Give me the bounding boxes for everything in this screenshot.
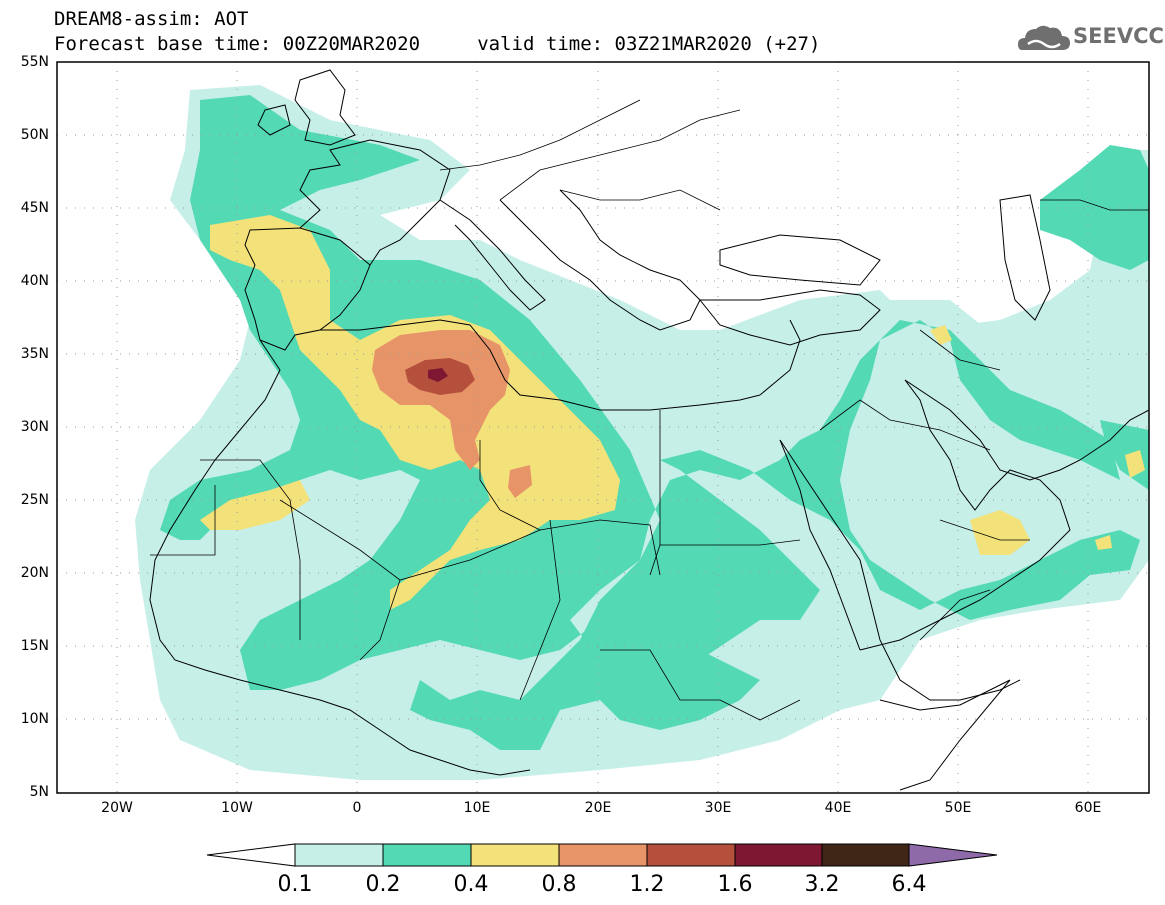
colorbar-swatch-5 bbox=[646, 843, 736, 867]
aot-level-1.6 bbox=[428, 368, 448, 382]
lon-label: 20W bbox=[101, 800, 133, 816]
colorbar bbox=[206, 843, 998, 867]
colorbar-label: 0.1 bbox=[277, 872, 313, 897]
colorbar-swatch-1 bbox=[294, 843, 384, 867]
lat-label: 30N bbox=[20, 419, 49, 435]
colorbar-label: 3.2 bbox=[804, 872, 840, 897]
lat-label: 40N bbox=[20, 273, 49, 289]
logo-text: SEEVCCC bbox=[1073, 24, 1165, 48]
title-line-1: DREAM8-assim: AOT bbox=[54, 8, 249, 30]
colorbar-low-arrow bbox=[206, 843, 296, 867]
lon-label: 60E bbox=[1074, 800, 1102, 816]
colorbar-high-arrow bbox=[908, 843, 998, 867]
aot-level-0.4 bbox=[200, 215, 1145, 610]
coastlines bbox=[149, 69, 1149, 791]
colorbar-label: 0.2 bbox=[365, 872, 401, 897]
lon-label: 0 bbox=[352, 800, 362, 816]
lon-label: 20E bbox=[584, 800, 612, 816]
lon-label: 30E bbox=[704, 800, 732, 816]
lat-label: 5N bbox=[29, 784, 49, 800]
lon-label: 10E bbox=[463, 800, 491, 816]
lon-label: 50E bbox=[944, 800, 972, 816]
lon-label: 10W bbox=[221, 800, 253, 816]
colorbar-swatch-6 bbox=[734, 843, 823, 867]
lat-label: 50N bbox=[20, 127, 49, 143]
colorbar-swatch-2 bbox=[382, 843, 472, 867]
colorbar-swatch-7 bbox=[821, 843, 910, 867]
lat-label: 35N bbox=[20, 346, 49, 362]
title-line-2: Forecast base time: 00Z20MAR2020 valid t… bbox=[54, 33, 821, 55]
colorbar-label: 1.6 bbox=[717, 872, 753, 897]
colorbar-swatch-3 bbox=[470, 843, 560, 867]
lat-label: 55N bbox=[20, 54, 49, 70]
lat-label: 45N bbox=[20, 200, 49, 216]
cloud-icon bbox=[1018, 25, 1070, 50]
lat-label: 25N bbox=[20, 492, 49, 508]
country-borders bbox=[150, 99, 1149, 721]
colorbar-label: 1.2 bbox=[629, 872, 665, 897]
colorbar-swatch-4 bbox=[558, 843, 648, 867]
colorbar-label: 6.4 bbox=[891, 872, 927, 897]
lat-label: 15N bbox=[20, 638, 49, 654]
lon-label: 40E bbox=[824, 800, 852, 816]
map-frame bbox=[56, 61, 1150, 794]
lat-label: 10N bbox=[20, 711, 49, 727]
aot-level-0.8 bbox=[372, 330, 532, 498]
colorbar-label: 0.8 bbox=[541, 872, 577, 897]
lat-label: 20N bbox=[20, 565, 49, 581]
colorbar-label: 0.4 bbox=[453, 872, 489, 897]
